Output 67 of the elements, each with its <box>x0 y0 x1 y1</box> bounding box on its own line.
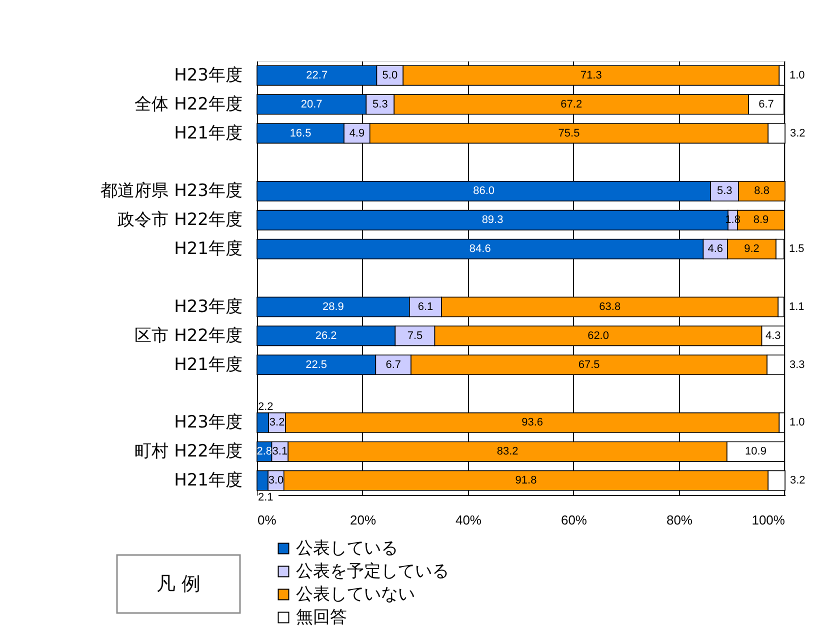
data-label: 22.7 <box>306 69 328 82</box>
y-tick-label: H21年度 <box>174 470 242 491</box>
legend-label: 公表を予定している <box>296 562 449 582</box>
data-label: 83.2 <box>496 446 518 458</box>
data-label: 3.2 <box>790 474 806 487</box>
x-tick-label: 0% <box>258 512 277 528</box>
y-tick-label: 区市 H22年度 <box>134 326 242 346</box>
data-label: 9.2 <box>744 243 760 256</box>
data-label: 8.9 <box>753 214 769 226</box>
data-label: 28.9 <box>322 300 344 313</box>
y-tick-label: 町村 H22年度 <box>134 442 242 462</box>
data-label: 6.1 <box>418 300 434 313</box>
y-tick-label: 全体 H22年度 <box>134 94 242 114</box>
data-label: 4.6 <box>708 243 724 256</box>
legend-label: 無回答 <box>296 608 347 628</box>
y-tick-label: H21年度 <box>174 239 242 260</box>
data-label: 5.3 <box>372 98 388 110</box>
data-label: 89.3 <box>482 214 504 226</box>
data-label: 10.9 <box>745 446 766 458</box>
x-tick-label: 40% <box>455 512 482 528</box>
data-label: 84.6 <box>469 243 491 256</box>
data-label: 3.1 <box>272 446 288 458</box>
y-tick-label: H23年度 <box>174 412 242 433</box>
x-tick-label: 100% <box>752 512 786 528</box>
data-label: 86.0 <box>473 185 495 198</box>
y-tick-label: 都道府県 H23年度 <box>100 181 242 202</box>
x-tick-label: 80% <box>666 512 693 528</box>
data-label: 93.6 <box>522 416 544 429</box>
data-label: 5.0 <box>382 69 398 82</box>
data-label: 8.8 <box>754 185 770 198</box>
data-label: 1.0 <box>789 69 805 82</box>
data-label: 4.9 <box>349 127 365 140</box>
data-label: 71.3 <box>580 69 602 82</box>
data-label: 3.3 <box>789 358 805 371</box>
y-tick-label: H23年度 <box>174 65 242 86</box>
data-label: 1.5 <box>788 243 804 256</box>
legend-title: 凡 例 <box>156 573 201 595</box>
data-label: 16.5 <box>290 127 312 140</box>
data-label: 3.0 <box>268 474 284 487</box>
y-tick-label: H21年度 <box>174 123 242 144</box>
data-label: 67.5 <box>578 358 600 371</box>
data-label: 63.8 <box>599 300 621 313</box>
data-label: 75.5 <box>558 127 580 140</box>
y-tick-label: H23年度 <box>174 296 242 317</box>
x-tick-label: 60% <box>560 512 588 528</box>
data-label: 62.0 <box>588 330 609 342</box>
y-tick-label: H21年度 <box>174 354 242 375</box>
data-label: 1.1 <box>788 300 804 313</box>
data-label: 3.2 <box>790 127 806 140</box>
data-label: 2.2 <box>258 400 274 413</box>
y-tick-label: 政令市 H22年度 <box>118 210 242 230</box>
data-label: 22.5 <box>306 358 328 371</box>
data-label: 1.0 <box>789 416 805 429</box>
data-label: 67.2 <box>560 98 582 110</box>
legend-label: 公表している <box>296 538 398 558</box>
data-label: 26.2 <box>315 330 337 342</box>
data-label: 7.5 <box>407 330 423 342</box>
data-label: 2.1 <box>258 491 274 504</box>
data-label: 6.7 <box>386 358 401 371</box>
data-label: 3.2 <box>269 416 285 429</box>
x-tick-label: 20% <box>350 512 376 528</box>
data-label: 20.7 <box>300 98 322 110</box>
legend-label: 公表していない <box>296 584 415 604</box>
data-label: 6.7 <box>758 98 774 110</box>
data-label: 5.3 <box>716 185 732 198</box>
data-label: 4.3 <box>765 330 781 342</box>
data-label: 91.8 <box>515 474 537 487</box>
